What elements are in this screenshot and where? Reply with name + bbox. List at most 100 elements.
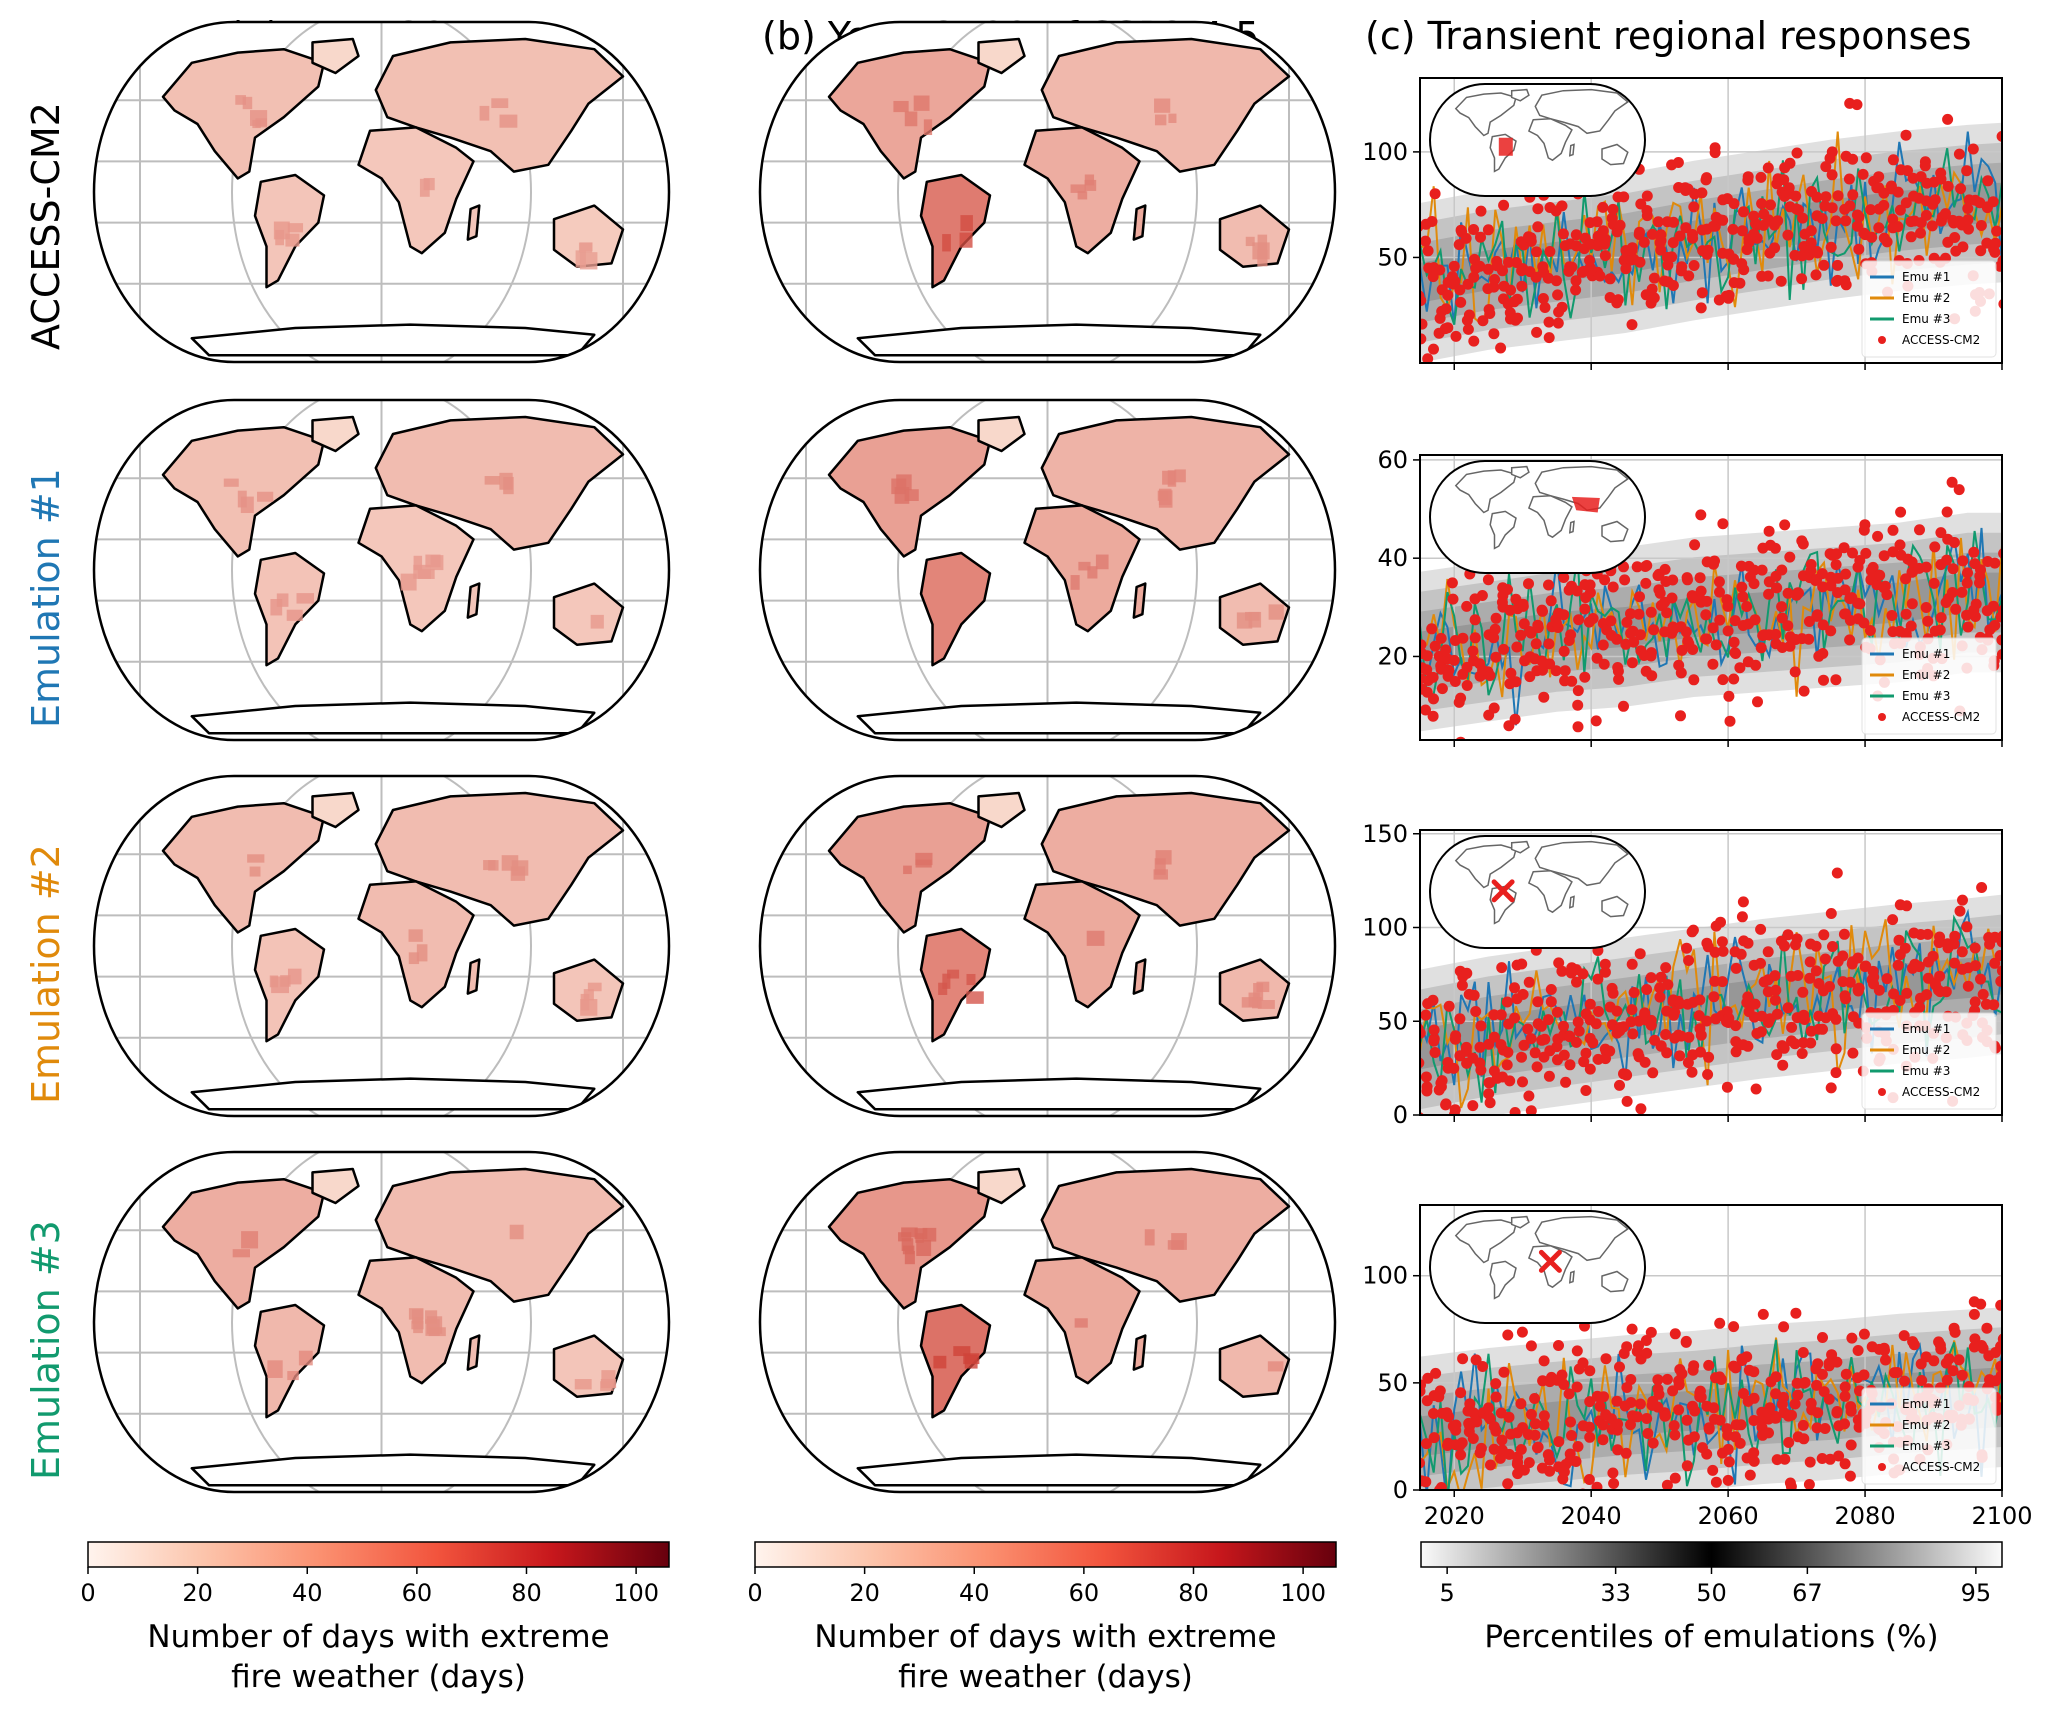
model-point	[1756, 198, 1768, 210]
model-point	[1701, 1015, 1713, 1027]
model-point	[1796, 273, 1808, 285]
model-point	[1515, 1444, 1527, 1455]
map-frame	[758, 1150, 1337, 1494]
model-point	[1783, 1437, 1795, 1448]
land-madagascar	[1132, 958, 1147, 995]
model-point	[1613, 673, 1625, 685]
model-point	[1516, 1326, 1528, 1338]
model-point	[1804, 972, 1816, 984]
model-point	[1475, 1442, 1487, 1454]
y-tick-label: 100	[1362, 138, 1408, 166]
model-point	[1653, 1388, 1665, 1400]
land-greenland	[311, 791, 360, 829]
model-point	[1516, 958, 1528, 970]
model-point	[1839, 584, 1851, 596]
model-point	[1949, 957, 1960, 969]
model-point	[1769, 994, 1781, 1006]
model-point	[1544, 246, 1556, 257]
model-point	[1852, 1345, 1864, 1356]
model-point	[1858, 1369, 1870, 1381]
model-point	[1659, 563, 1671, 575]
model-point	[1833, 1450, 1845, 1462]
model-point	[1661, 1373, 1673, 1385]
model-point	[1498, 643, 1510, 655]
model-point	[1681, 942, 1693, 954]
legend-label: ACCESS-CM2	[1902, 1085, 1980, 1099]
model-point	[1764, 1402, 1776, 1414]
model-point	[1771, 1049, 1783, 1061]
model-point	[1741, 601, 1753, 612]
model-point	[1874, 569, 1886, 581]
model-point	[1724, 715, 1736, 727]
model-point	[1420, 1476, 1432, 1488]
model-point	[1873, 984, 1885, 996]
model-point	[1844, 976, 1856, 988]
y-tick-label: 0	[1393, 1476, 1408, 1504]
y-tick-label: 20	[1377, 642, 1408, 670]
model-point	[1426, 216, 1438, 227]
land-greenland	[977, 1167, 1026, 1205]
model-point	[1723, 1012, 1735, 1024]
model-point	[1933, 1336, 1945, 1348]
colorbar-label: Number of days with extreme	[147, 1619, 609, 1655]
model-point	[1501, 996, 1513, 1008]
inset-region-map	[1429, 1210, 1646, 1324]
model-point	[1935, 612, 1947, 624]
model-point	[1448, 1062, 1460, 1074]
model-point	[1455, 1387, 1467, 1399]
map-frame	[92, 398, 671, 742]
model-point	[1996, 648, 2002, 660]
model-point	[1991, 225, 2002, 237]
model-point	[1736, 581, 1748, 593]
model-point	[1995, 1370, 2002, 1382]
model-point	[1495, 342, 1507, 354]
model-point	[1652, 216, 1664, 228]
model-point	[1545, 996, 1557, 1008]
model-point	[1611, 633, 1623, 645]
model-point	[1782, 587, 1794, 599]
model-point	[1737, 591, 1749, 603]
model-point	[1839, 1458, 1851, 1470]
model-point	[1824, 152, 1836, 164]
model-point	[1475, 205, 1487, 217]
model-point	[1703, 1423, 1715, 1435]
model-point	[1886, 610, 1898, 621]
model-point	[1428, 1432, 1440, 1444]
model-point	[1734, 277, 1746, 289]
model-point	[1810, 940, 1822, 952]
model-point	[1455, 224, 1467, 236]
model-point	[1805, 237, 1817, 249]
colorbar-label: fire weather (days)	[898, 1659, 1193, 1695]
model-point	[1523, 1090, 1535, 1102]
model-point	[1839, 1390, 1851, 1402]
model-point	[1674, 998, 1686, 1010]
model-point	[1449, 1104, 1461, 1115]
model-point	[1858, 617, 1870, 629]
model-point	[1448, 654, 1460, 666]
model-point	[1469, 632, 1481, 644]
model-point	[1470, 1006, 1482, 1017]
model-point	[1488, 632, 1500, 644]
model-point	[1502, 1329, 1514, 1341]
model-point	[1770, 1371, 1782, 1383]
model-point	[1879, 580, 1891, 592]
model-point	[1791, 147, 1803, 159]
legend: Emu #1 Emu #2 Emu #3 ACCESS-CM2	[1861, 1387, 1997, 1485]
model-point	[1782, 929, 1794, 941]
model-point	[1763, 588, 1775, 600]
model-point	[1832, 190, 1844, 202]
land-antarctica	[856, 1077, 1262, 1111]
model-point	[1771, 1008, 1783, 1020]
model-point	[1539, 302, 1551, 313]
x-tick-label: 2060	[1698, 1502, 1759, 1530]
model-point	[1755, 923, 1767, 935]
model-point	[1819, 953, 1831, 965]
model-point	[1782, 229, 1794, 241]
model-point	[1688, 201, 1700, 213]
model-point	[1696, 187, 1708, 199]
model-point	[1752, 696, 1763, 708]
model-point	[1522, 1023, 1534, 1035]
model-point	[1597, 225, 1609, 237]
model-point	[1488, 328, 1500, 340]
model-point	[1618, 1348, 1630, 1359]
